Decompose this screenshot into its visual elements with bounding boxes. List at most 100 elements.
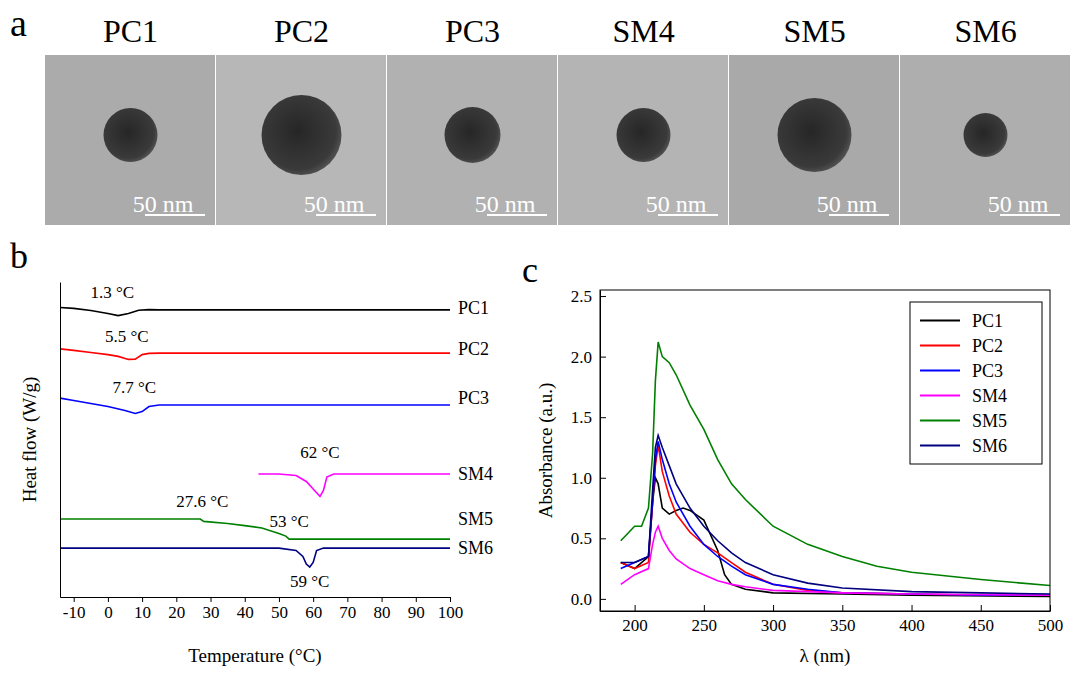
legend-swatch (920, 320, 960, 322)
series-line (60, 548, 450, 567)
tick: 20 (168, 597, 185, 622)
tick: 70 (339, 597, 356, 622)
annotation: 59 °C (290, 572, 329, 591)
series-line (621, 445, 1050, 595)
tick: -10 (63, 597, 86, 622)
y-axis-title: Absorbance (a.u.) (535, 383, 557, 519)
series-line (621, 526, 1050, 595)
series-label: PC3 (458, 388, 489, 408)
particle (964, 113, 1008, 157)
tick-label: 0.0 (571, 590, 592, 609)
tick: 500 (1038, 605, 1064, 635)
tick-label: 60 (305, 603, 322, 622)
axis-line (60, 283, 61, 598)
y-axis-title: Heat flow (W/g) (19, 377, 41, 503)
tick-label: 10 (134, 603, 151, 622)
annotation: 7.7 °C (112, 378, 156, 397)
tick: 60 (305, 597, 322, 622)
tick: 10 (134, 597, 151, 622)
series-label: SM6 (458, 538, 493, 558)
legend-swatch (920, 345, 960, 347)
image-tile (558, 55, 728, 225)
tick: 80 (374, 597, 391, 622)
axis-line (61, 597, 451, 598)
tick-mark (142, 597, 143, 602)
annotation: 53 °C (270, 512, 309, 531)
tick-label: 500 (1038, 616, 1064, 635)
tick: 1.5 (571, 408, 606, 427)
tick: 100 (438, 597, 464, 622)
series-label: PC1 (458, 298, 489, 318)
series-label: SM5 (458, 509, 493, 529)
particle (104, 108, 158, 162)
legend-label: PC1 (972, 311, 1003, 331)
tick-label: 0 (104, 603, 113, 622)
tick-mark (600, 357, 606, 358)
image-label: SM4 (612, 13, 674, 49)
x-axis-title: λ (nm) (800, 645, 851, 667)
tick-mark (635, 605, 636, 611)
tick-label: 80 (374, 603, 391, 622)
tick-mark (74, 597, 75, 602)
tick-label: 200 (622, 616, 648, 635)
y-axis (60, 283, 61, 598)
legend-label: SM4 (972, 386, 1007, 406)
series-line (60, 519, 450, 539)
image-tile (729, 55, 899, 225)
tick-label: 350 (830, 616, 856, 635)
annotation: 1.3 °C (91, 283, 135, 302)
tick-mark (245, 597, 246, 602)
axis-line (600, 291, 601, 612)
tick-label: 2.5 (571, 287, 592, 306)
tick-label: 30 (203, 603, 220, 622)
tick-mark (450, 597, 451, 602)
tick-label: 1.5 (571, 408, 592, 427)
tick-label: 400 (899, 616, 925, 635)
tick-mark (347, 597, 348, 602)
tick-label: 20 (168, 603, 185, 622)
image-panel: SM450 nm (558, 13, 728, 225)
tick: 300 (761, 605, 787, 635)
image-tile (387, 55, 557, 225)
legend-swatch (920, 370, 960, 372)
tick-mark (600, 478, 606, 479)
tick: 2.5 (571, 287, 606, 306)
tick-mark (279, 597, 280, 602)
figure: a PC1 50 nm PC2 50 nm PC350 nmSM450 nm SM5 50 n… (0, 0, 1078, 693)
tick-mark (1050, 605, 1051, 611)
image-tile (216, 55, 386, 225)
tick-label: 300 (761, 616, 787, 635)
tick: 40 (237, 597, 254, 622)
legend-label: PC2 (972, 336, 1003, 356)
tick-mark (176, 597, 177, 602)
plot-area (60, 308, 450, 568)
legend-label: SM5 (972, 411, 1007, 431)
series-label: PC2 (458, 339, 489, 359)
image-panel: PC350 nm (387, 13, 557, 225)
plot-area (621, 342, 1050, 596)
annotation: 5.5 °C (105, 327, 149, 346)
series-line (621, 478, 1050, 597)
image-label: PC2 (274, 13, 329, 49)
image-tile (45, 55, 215, 225)
x-axis: -100102030405060708090100 (61, 597, 464, 622)
tick-label: 2.0 (571, 348, 592, 367)
x-axis: 200250300350400450500 (601, 605, 1064, 635)
tick-label: 1.0 (571, 469, 592, 488)
tick-mark (600, 296, 606, 297)
scale-bar-label: 50 nm (133, 191, 194, 217)
annotation: 27.6 °C (176, 492, 228, 511)
image-label: SM6 (954, 13, 1016, 49)
tick: 0.0 (571, 590, 606, 609)
x-axis-title: Temperature (°C) (188, 645, 321, 667)
tick-mark (211, 597, 212, 602)
tick-mark (981, 605, 982, 611)
axis-line (601, 611, 1051, 612)
tick: 400 (899, 605, 925, 635)
particle (445, 107, 501, 163)
tick-label: 70 (339, 603, 356, 622)
panel-letter: a (10, 2, 27, 44)
scale-bar-label: 50 nm (988, 191, 1049, 217)
tick: 2.0 (571, 348, 606, 367)
scale-bar-label: 50 nm (817, 191, 878, 217)
